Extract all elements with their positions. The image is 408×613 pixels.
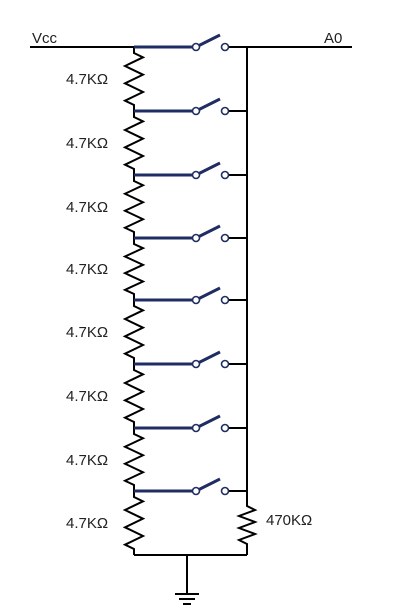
wires bbox=[30, 46, 352, 593]
switch-icon bbox=[134, 224, 247, 243]
switch-icon bbox=[134, 414, 247, 433]
resistor-label: 4.7KΩ bbox=[66, 515, 108, 532]
resistor-icon bbox=[122, 238, 146, 300]
resistor-icon bbox=[122, 364, 146, 428]
switch-icon bbox=[134, 477, 247, 496]
pulldown-resistor-icon bbox=[236, 502, 258, 555]
output-label: A0 bbox=[324, 30, 342, 47]
switch-icon bbox=[134, 286, 247, 305]
resistor-icon bbox=[122, 491, 146, 555]
resistor-icon bbox=[122, 428, 146, 491]
resistor-icon bbox=[122, 47, 146, 111]
resistor-icon bbox=[122, 300, 146, 364]
resistor-ladder: 4.7KΩ 4.7KΩ 4.7KΩ 4.7KΩ 4.7KΩ 4.7KΩ 4.7KΩ 4.7KΩ bbox=[66, 33, 247, 555]
resistor-label: 4.7KΩ bbox=[66, 452, 108, 469]
resistor-label: 4.7KΩ bbox=[66, 261, 108, 278]
switch-icon bbox=[134, 97, 247, 116]
switch-icon bbox=[134, 350, 247, 369]
resistor-label: 4.7KΩ bbox=[66, 71, 108, 88]
vcc-label: Vcc bbox=[32, 30, 58, 47]
resistor-label: 4.7KΩ bbox=[66, 388, 108, 405]
resistor-label: 4.7KΩ bbox=[66, 199, 108, 216]
ground-icon bbox=[175, 593, 199, 605]
resistor-icon bbox=[122, 111, 146, 175]
resistor-label: 4.7KΩ bbox=[66, 135, 108, 152]
resistor-icon bbox=[122, 175, 146, 238]
pulldown-resistor-label: 470KΩ bbox=[266, 512, 312, 529]
switch-icon bbox=[134, 161, 247, 180]
resistor-label: 4.7KΩ bbox=[66, 324, 108, 341]
switch-icon bbox=[134, 33, 247, 52]
